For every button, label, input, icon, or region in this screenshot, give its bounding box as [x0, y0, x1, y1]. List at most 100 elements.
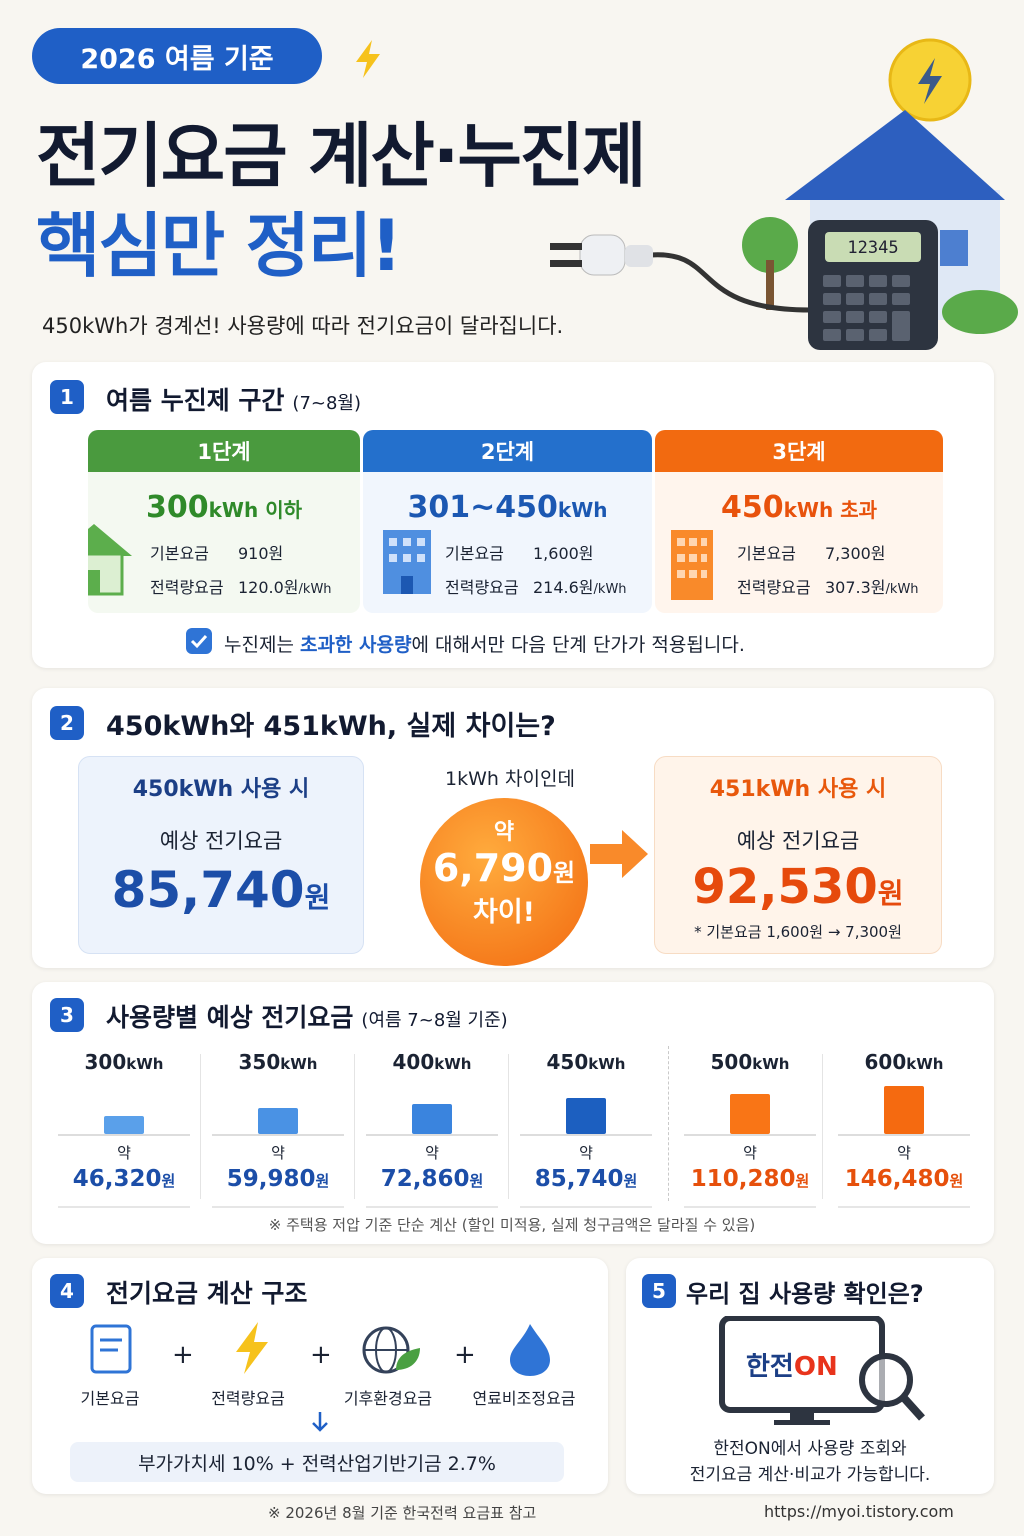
- section5-desc: 한전ON에서 사용량 조회와 전기요금 계산·비교가 가능합니다.: [626, 1436, 994, 1488]
- structure-icons: [90, 1322, 550, 1376]
- energy-row: 전력량요금 214.6원/kWh: [445, 574, 627, 598]
- operator: +: [172, 1340, 194, 1370]
- value: 1,600원: [533, 544, 594, 563]
- down-arrow: [312, 1412, 328, 1432]
- unit: /kWh: [298, 582, 332, 597]
- usage-unit: kWh: [126, 1055, 164, 1073]
- number: 85,740: [111, 861, 305, 919]
- currency: 원: [623, 1172, 638, 1190]
- note: (여름 7~8월 기준): [361, 1010, 508, 1031]
- number: 92,530: [692, 859, 878, 915]
- label: 예상 전기요금: [159, 829, 283, 853]
- tier: 2단계 301~450kWh 기본요금 1,600원 전력량요금 214.6원/kWh: [363, 430, 652, 613]
- usage: 300kWh: [58, 1050, 190, 1074]
- bolt-icon: [356, 40, 380, 78]
- label: 기본요금: [445, 544, 504, 563]
- section3-card: [32, 982, 994, 1244]
- amount: 92,530원: [655, 859, 941, 915]
- prefix: 약: [493, 820, 515, 845]
- bar-decoration: [412, 1104, 452, 1134]
- tier-icon: [667, 526, 717, 606]
- energy-row: 전력량요금 307.3원/kWh: [737, 574, 919, 598]
- bar-decoration: [104, 1116, 144, 1134]
- currency: 원: [161, 1172, 176, 1190]
- compare-left: 450kWh 사용 시 예상 전기요금 85,740원: [78, 756, 364, 954]
- tier-name: 3단계: [655, 430, 943, 472]
- title-line2: 핵심만 정리!: [36, 205, 402, 287]
- usage-value: 350: [238, 1050, 281, 1074]
- amount: 59,980원: [212, 1166, 344, 1192]
- usage-unit: kWh: [752, 1055, 790, 1073]
- badge: 2026 여름 기준: [32, 28, 322, 84]
- suffix: 차이!: [473, 897, 535, 928]
- number: 59,980: [226, 1166, 316, 1192]
- divider: [668, 1046, 669, 1201]
- unit: /kWh: [885, 582, 919, 597]
- note: (7~8월): [292, 393, 362, 414]
- currency: 원: [795, 1172, 810, 1190]
- baseline: [838, 1134, 970, 1136]
- difference-circle: 약 6,790원 차이!: [420, 798, 588, 966]
- underline: [520, 1206, 652, 1208]
- illustration: 12345: [550, 38, 1018, 350]
- value: 214.6원: [533, 578, 594, 597]
- extra-charges: 부가가치세 10% + 전력산업기반기금 2.7%: [70, 1442, 564, 1482]
- usage: 350kWh: [212, 1050, 344, 1074]
- number: 72,860: [380, 1166, 470, 1192]
- base-row: 기본요금 910원: [150, 540, 283, 564]
- section1-footnote: 누진제는 초과한 사용량에 대해서만 다음 단계 단가가 적용됩니다.: [224, 630, 745, 657]
- prefix: 약: [425, 1144, 439, 1162]
- middle-caption: 1kWh 차이인데: [445, 768, 575, 790]
- baseline: [212, 1134, 344, 1136]
- bar-decoration: [566, 1098, 606, 1134]
- usage-item: 500kWh 약 110,280원: [684, 1050, 816, 1208]
- usage-unit: kWh: [906, 1055, 944, 1073]
- range: 450: [721, 490, 784, 525]
- usage-value: 600: [864, 1050, 907, 1074]
- tier-range: 300kWh 이하: [88, 490, 360, 525]
- logo-main: 한전: [746, 1352, 794, 1382]
- usage-item: 450kWh 약 85,740원: [520, 1050, 652, 1208]
- usage: 451kWh 사용 시: [709, 777, 887, 802]
- usage-item: 350kWh 약 59,980원: [212, 1050, 344, 1208]
- divider: [508, 1054, 509, 1199]
- tier-name: 2단계: [363, 430, 652, 472]
- number: 6,790: [432, 846, 554, 890]
- baseline: [58, 1134, 190, 1136]
- title: 사용량별 예상 전기요금: [106, 1003, 354, 1032]
- value: 7,300원: [825, 544, 886, 563]
- energy-row: 전력량요금 120.0원/kWh: [150, 574, 332, 598]
- title-line1: 전기요금 계산·누진제: [36, 115, 647, 197]
- usage-unit: kWh: [434, 1055, 472, 1073]
- prefix: 약: [579, 1144, 593, 1162]
- baseline: [684, 1134, 816, 1136]
- tier: 3단계 450kWh 초과 기본요금 7,300원 전력량요금 307.3원/kWh: [655, 430, 943, 613]
- structure-item: 기본요금: [80, 1389, 140, 1408]
- monitor: [719, 1316, 925, 1425]
- title: 여름 누진제 구간: [106, 386, 285, 415]
- tier: 1단계 300kWh 이하 기본요금 910원 전력량요금 120.0원/kWh: [88, 430, 360, 613]
- bar-decoration: [730, 1094, 770, 1134]
- usage: 500kWh: [684, 1050, 816, 1074]
- amount: 146,480원: [838, 1166, 970, 1192]
- text: 누진제는: [224, 634, 300, 656]
- baseline: [366, 1134, 498, 1136]
- currency: 원: [949, 1172, 964, 1190]
- underline: [58, 1206, 190, 1208]
- usage-value: 300: [84, 1050, 127, 1074]
- usage-value: 400: [392, 1050, 435, 1074]
- amount: 110,280원: [684, 1166, 816, 1192]
- footer-url: https://myoi.tistory.com: [764, 1502, 954, 1521]
- note: * 기본요금 1,600원 → 7,300원: [694, 923, 902, 941]
- line: 한전ON에서 사용량 조회와: [713, 1439, 907, 1459]
- base-row: 기본요금 7,300원: [737, 540, 886, 564]
- structure-item: 전력량요금: [211, 1389, 285, 1408]
- number: 46,320: [72, 1166, 162, 1192]
- label: 전력량요금: [445, 578, 519, 597]
- section-number: 5: [642, 1274, 676, 1308]
- section-title: 여름 누진제 구간 (7~8월): [106, 381, 361, 417]
- amount: 85,740원: [79, 861, 363, 919]
- usage-unit: kWh: [588, 1055, 626, 1073]
- range: 300: [146, 490, 209, 525]
